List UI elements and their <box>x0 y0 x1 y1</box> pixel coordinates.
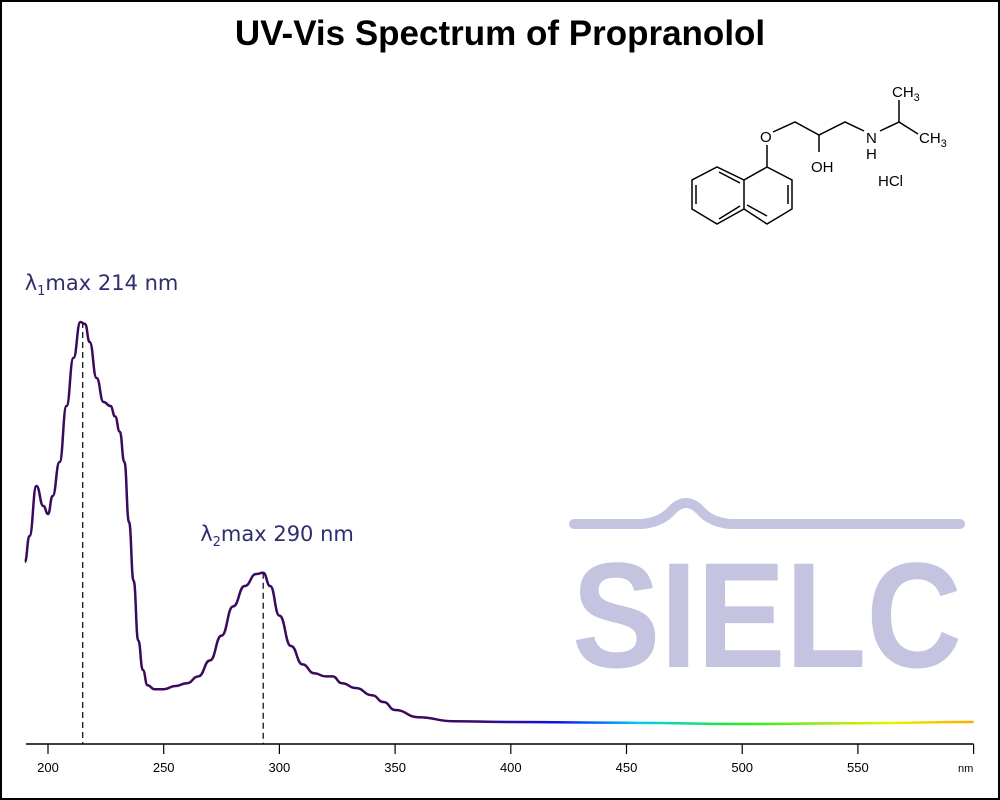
x-tick-label: 500 <box>731 760 753 775</box>
methyl-label-1: CH3 <box>892 84 920 104</box>
oxygen-label: O <box>760 129 772 146</box>
propranolol-structure: O OH N H CH3 CH3 HCl <box>691 84 947 225</box>
chart-title: UV-Vis Spectrum of Propranolol <box>234 14 766 53</box>
x-tick-label: 550 <box>847 760 869 775</box>
x-tick-label: 250 <box>153 760 175 775</box>
nitrogen-label: N <box>866 130 877 147</box>
x-tick-label: 450 <box>616 760 638 775</box>
spectrum-line <box>23 320 974 726</box>
x-axis: 200 250 300 350 400 450 500 550 nm <box>26 743 975 775</box>
x-tick-label: 300 <box>269 760 291 775</box>
x-tick-label: 400 <box>500 760 522 775</box>
salt-label: HCl <box>878 173 903 190</box>
peak-label-1: λ1max 214 nm <box>25 271 179 299</box>
sielc-watermark: SIELC <box>569 498 965 699</box>
methyl-label-2: CH3 <box>919 130 947 150</box>
x-tick-label: 200 <box>37 760 59 775</box>
x-axis-unit: nm <box>958 763 973 775</box>
hydrogen-label: H <box>866 146 877 163</box>
peak-label-2: λ2max 290 nm <box>200 522 354 550</box>
hydroxyl-label: OH <box>811 159 834 176</box>
watermark-text: SIELC <box>572 531 962 699</box>
x-tick-label: 350 <box>384 760 406 775</box>
